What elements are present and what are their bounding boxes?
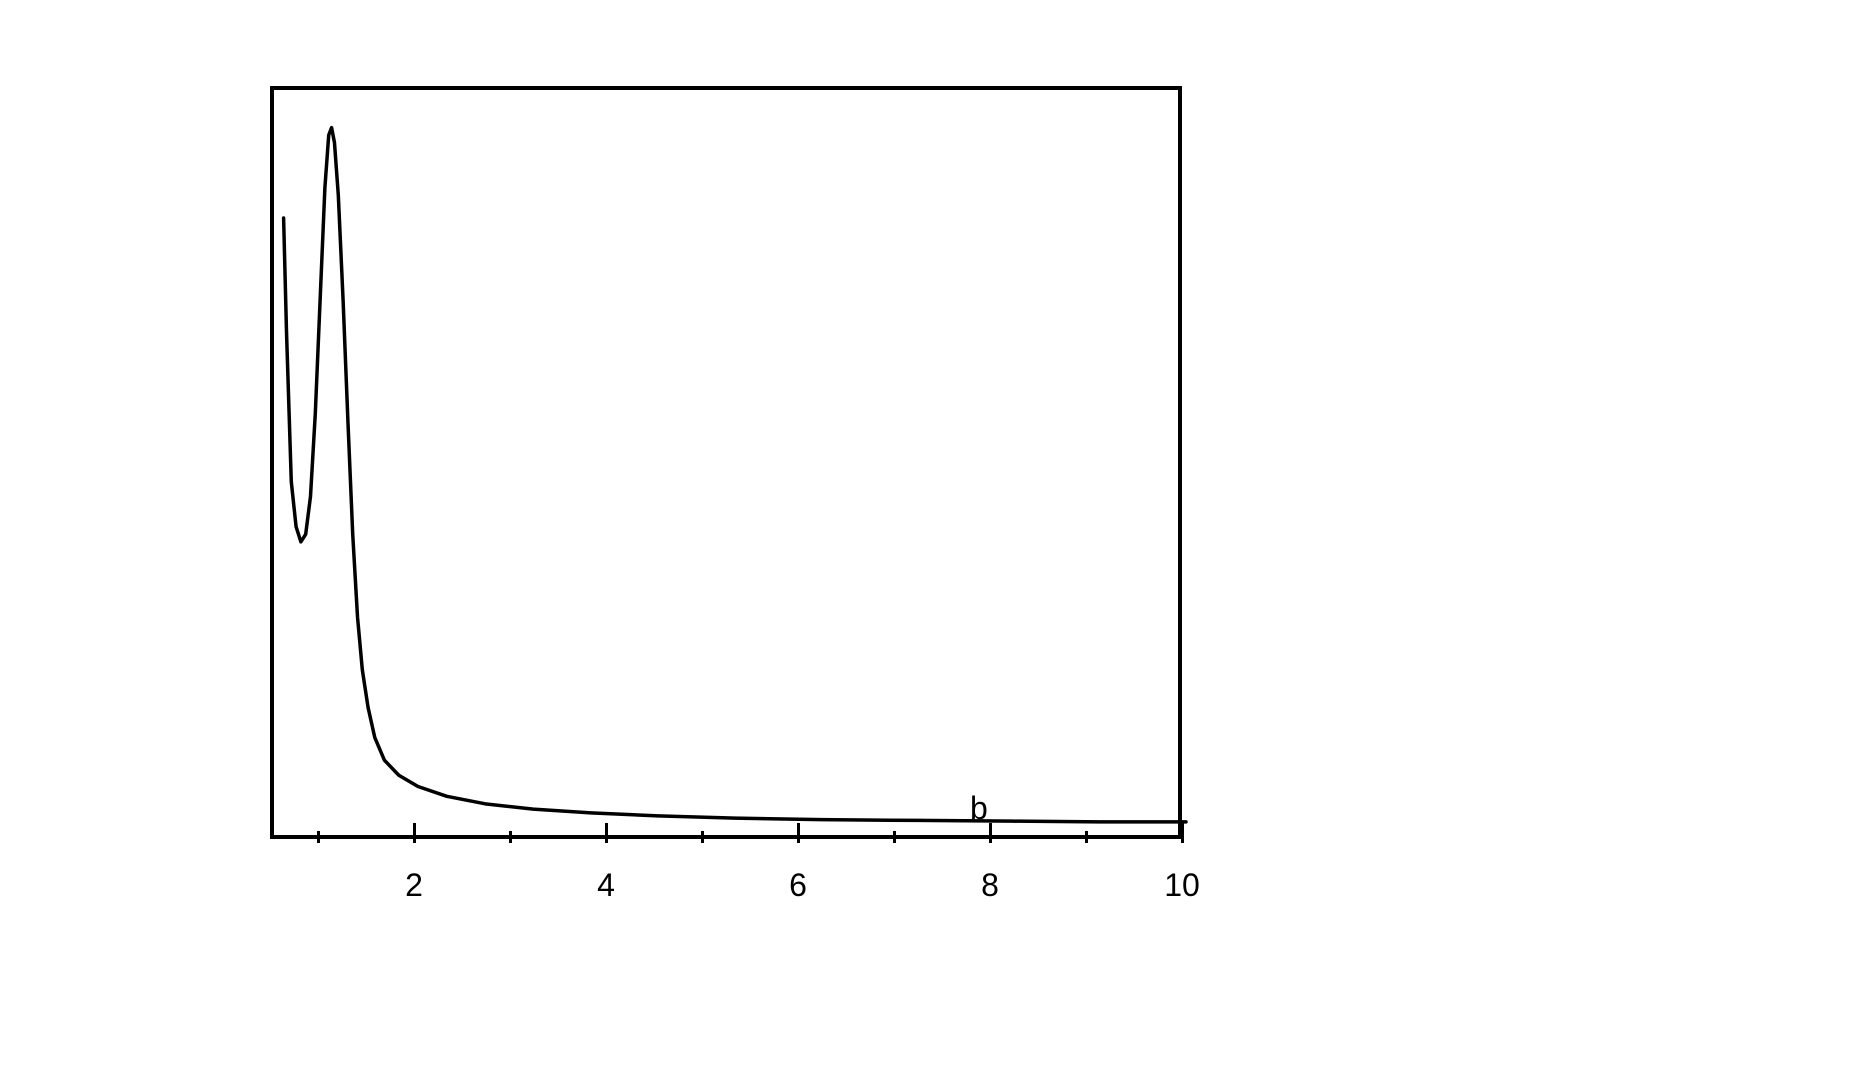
data-curve [274,90,1186,843]
x-tick-minor [509,831,512,843]
x-tick-label: 6 [789,867,807,904]
x-tick-minor [893,831,896,843]
plot-area: b [270,86,1182,839]
x-tick-major [797,823,800,843]
x-tick-label: 10 [1164,867,1200,904]
x-tick-minor [701,831,704,843]
x-tick-major [1181,823,1184,843]
x-tick-label: 4 [597,867,615,904]
x-tick-label: 8 [981,867,999,904]
x-tick-label: 2 [405,867,423,904]
x-tick-minor [1085,831,1088,843]
series-label-b: b [970,790,988,827]
x-tick-major [605,823,608,843]
x-tick-major [989,823,992,843]
x-tick-major [413,823,416,843]
x-tick-minor [317,831,320,843]
